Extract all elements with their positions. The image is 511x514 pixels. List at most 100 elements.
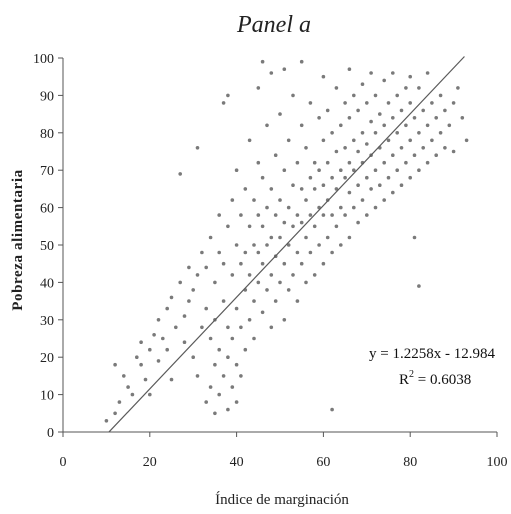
data-point [113, 411, 117, 416]
data-point [391, 190, 395, 195]
data-point [408, 138, 413, 143]
data-point [282, 67, 287, 71]
data-point [378, 112, 382, 116]
data-point [438, 131, 443, 135]
data-point [321, 261, 326, 266]
data-point [260, 261, 265, 266]
data-point [256, 213, 261, 217]
data-point [352, 168, 356, 172]
data-point [334, 86, 339, 90]
data-point [139, 340, 143, 345]
data-point [148, 347, 152, 352]
data-point [230, 336, 235, 341]
data-point [282, 220, 287, 225]
data-point [156, 359, 161, 363]
data-point [269, 273, 274, 277]
data-point [278, 198, 282, 202]
r-squared-value: = 0.6038 [414, 372, 471, 388]
data-point [399, 146, 404, 150]
data-point [325, 108, 330, 113]
data-point [456, 86, 460, 90]
data-point [365, 175, 369, 180]
data-point [113, 362, 117, 367]
data-point [273, 153, 278, 157]
data-point [165, 306, 169, 311]
data-point [417, 86, 421, 90]
data-point [204, 306, 208, 311]
data-point [286, 288, 291, 292]
y-tick-label: 10 [40, 389, 54, 404]
data-point [230, 198, 235, 202]
data-point [373, 168, 378, 172]
data-point [252, 299, 256, 303]
x-tick-label: 100 [487, 455, 508, 470]
data-point [369, 119, 373, 124]
data-point [195, 273, 200, 277]
data-point [234, 306, 239, 311]
data-point [226, 355, 230, 360]
data-point [434, 153, 439, 157]
data-point [352, 93, 356, 98]
data-point [234, 362, 239, 367]
data-point [252, 243, 256, 247]
data-point [299, 123, 304, 128]
data-point [260, 175, 265, 180]
data-point [308, 101, 313, 105]
data-point [161, 336, 165, 341]
data-point [334, 149, 339, 154]
data-point [304, 198, 308, 202]
data-point [135, 355, 139, 360]
data-point [195, 146, 200, 150]
data-point [126, 385, 130, 389]
y-tick-label: 80 [40, 127, 54, 142]
x-tick-label: 0 [60, 455, 67, 470]
data-point [343, 213, 347, 217]
data-point [226, 224, 230, 229]
data-point [386, 175, 391, 180]
data-point [191, 355, 195, 360]
x-axis-title: Índice de marginación [215, 491, 349, 508]
data-point [356, 220, 360, 225]
data-point [291, 224, 295, 229]
data-point [464, 138, 469, 143]
data-point [395, 93, 400, 98]
data-point [308, 250, 313, 255]
data-point [239, 213, 243, 217]
data-point [104, 419, 109, 423]
data-point [356, 108, 360, 113]
data-point [139, 362, 143, 367]
data-point [243, 250, 248, 255]
data-point [247, 138, 252, 143]
data-point [321, 138, 326, 143]
data-point [373, 205, 378, 210]
trendline-equation: y = 1.2258x - 12.984 [369, 346, 495, 362]
data-point [356, 183, 360, 187]
data-point [408, 175, 413, 180]
data-point [221, 101, 226, 105]
data-point [382, 198, 387, 202]
data-point [339, 243, 343, 247]
data-point [299, 220, 304, 225]
data-point [308, 175, 313, 180]
chart-title: Panel a [236, 12, 311, 38]
data-point [304, 146, 308, 150]
data-point [447, 123, 452, 128]
data-point [286, 243, 291, 247]
data-point [213, 411, 217, 416]
y-tick-label: 70 [40, 164, 54, 179]
axes [58, 57, 498, 437]
data-point [334, 187, 339, 191]
data-point [360, 198, 365, 202]
data-point [460, 116, 465, 120]
data-point [282, 168, 287, 172]
data-point [360, 82, 365, 86]
data-point [451, 101, 456, 105]
data-point [339, 123, 343, 128]
data-point [425, 123, 430, 128]
data-point [217, 213, 221, 217]
data-point [330, 250, 334, 255]
data-point [278, 235, 282, 240]
y-tick-label: 20 [40, 351, 54, 366]
data-point [226, 93, 230, 98]
data-point [373, 131, 378, 135]
